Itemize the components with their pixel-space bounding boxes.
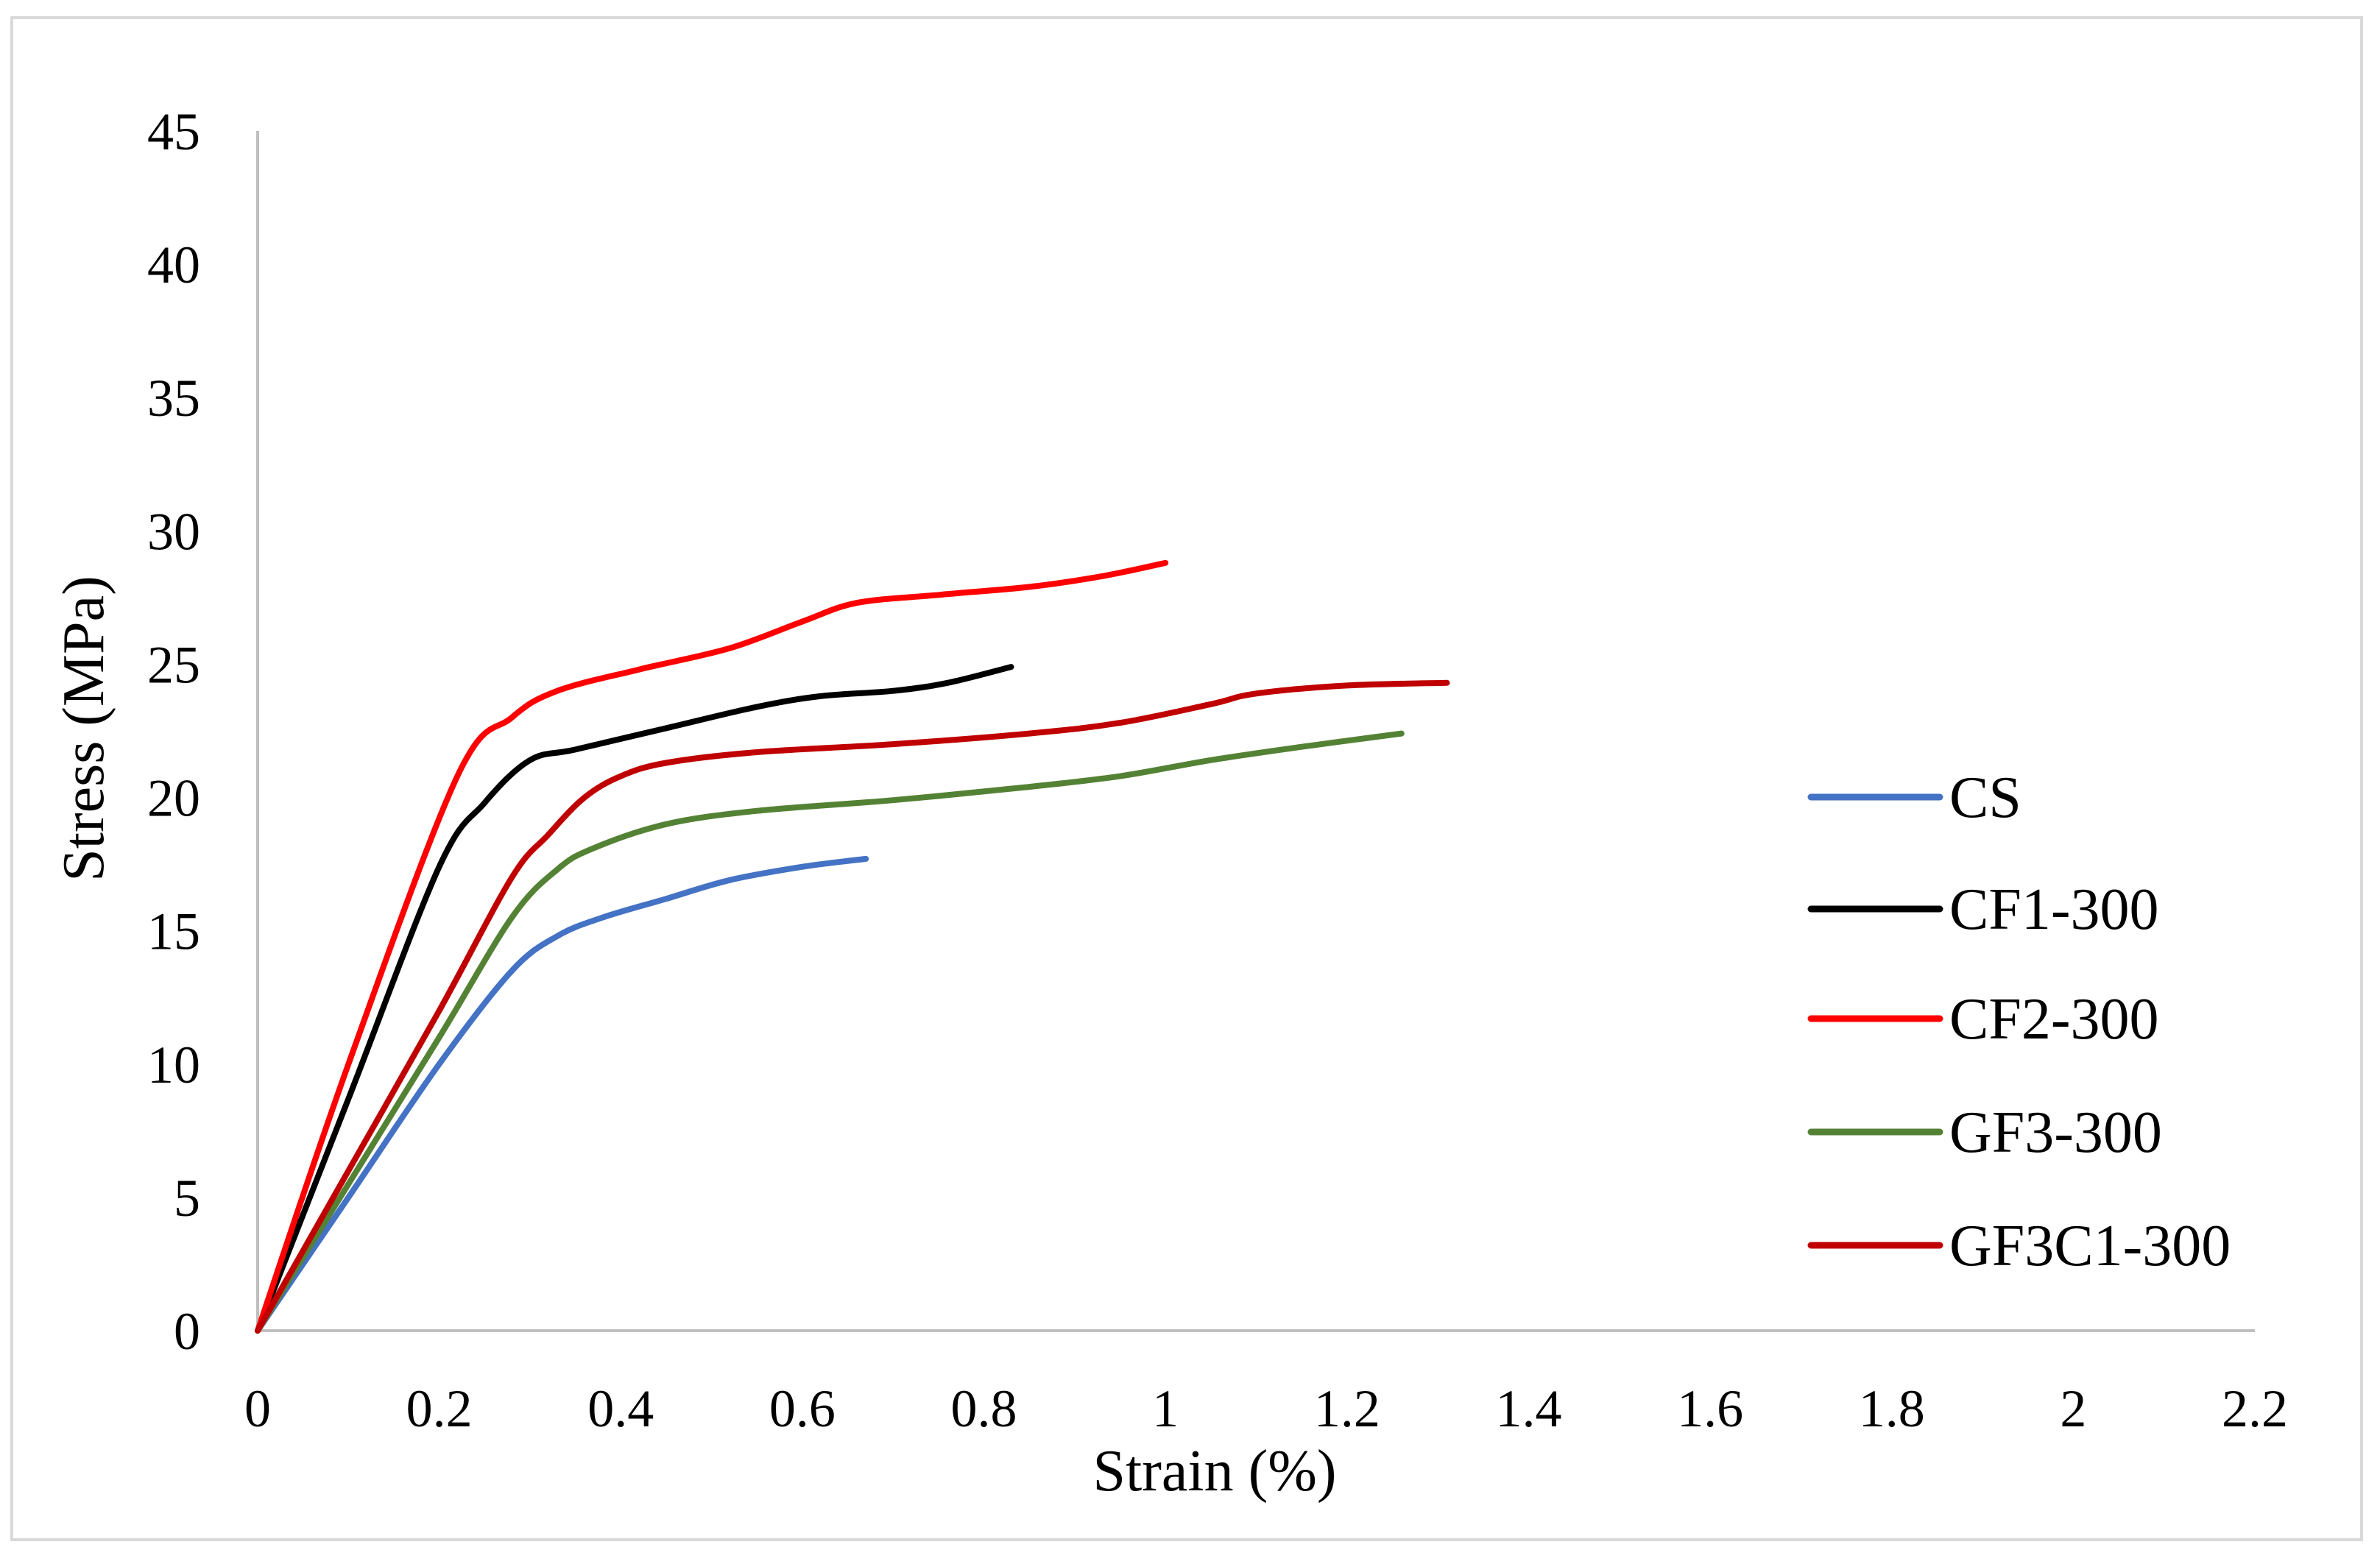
y-tick-label: 15 xyxy=(147,902,200,961)
x-tick-label: 0.8 xyxy=(951,1379,1017,1438)
legend-item: GF3-300 xyxy=(1807,1100,2162,1165)
y-tick-label: 10 xyxy=(147,1036,200,1094)
x-tick-label: 0 xyxy=(244,1379,271,1438)
y-tick-label: 20 xyxy=(147,769,200,828)
x-tick-labels: 0 0.2 0.4 0.6 0.8 1 1.2 1.4 1.6 1.8 2 2.2 xyxy=(244,1379,2288,1438)
x-tick-label: 2 xyxy=(2060,1379,2086,1438)
series-line-gf3-300 xyxy=(255,730,1405,1334)
y-tick-label: 45 xyxy=(147,102,200,161)
x-tick-label: 1.6 xyxy=(1677,1379,1743,1438)
x-tick-label: 2.2 xyxy=(2222,1379,2288,1438)
legend-item: CF2-300 xyxy=(1807,987,2159,1052)
axes xyxy=(256,131,2255,1332)
series-line-cf2-300 xyxy=(255,559,1169,1334)
x-tick-label: 1.2 xyxy=(1314,1379,1380,1438)
legend-label: CF2-300 xyxy=(1949,987,2159,1052)
series-line-cs xyxy=(255,855,869,1334)
y-tick-label: 0 xyxy=(174,1302,200,1361)
legend-label: GF3C1-300 xyxy=(1949,1214,2231,1278)
series-lines xyxy=(255,559,1450,1334)
y-tick-label: 30 xyxy=(147,502,200,561)
y-tick-label: 25 xyxy=(147,635,200,694)
x-tick-label: 1.8 xyxy=(1859,1379,1925,1438)
y-tick-label: 35 xyxy=(147,369,200,428)
x-tick-label: 0.6 xyxy=(769,1379,836,1438)
legend-item: GF3C1-300 xyxy=(1807,1214,2231,1278)
y-axis-title: Stress (MPa) xyxy=(52,576,116,882)
x-axis-title: Strain (%) xyxy=(1092,1439,1336,1504)
x-tick-label: 1.4 xyxy=(1495,1379,1561,1438)
x-tick-label: 0.4 xyxy=(587,1379,654,1438)
legend-item: CS xyxy=(1807,765,2021,830)
series-line-cf1-300 xyxy=(255,664,1014,1334)
legend-label: CF1-300 xyxy=(1949,877,2159,942)
legend: CS CF1-300 CF2-300 GF3-300 GF3C1-300 xyxy=(1807,765,2231,1278)
legend-item: CF1-300 xyxy=(1807,877,2159,942)
y-tick-label: 40 xyxy=(147,236,200,294)
x-tick-label: 0.2 xyxy=(406,1379,473,1438)
x-tick-label: 1 xyxy=(1152,1379,1179,1438)
legend-label: CS xyxy=(1949,765,2021,830)
series-line-gf3c1-300 xyxy=(255,679,1450,1334)
legend-label: GF3-300 xyxy=(1949,1100,2162,1165)
y-tick-label: 5 xyxy=(174,1169,200,1228)
y-tick-labels: 0 5 10 15 20 25 30 35 40 45 xyxy=(147,102,200,1361)
chart-frame xyxy=(10,16,2363,1541)
